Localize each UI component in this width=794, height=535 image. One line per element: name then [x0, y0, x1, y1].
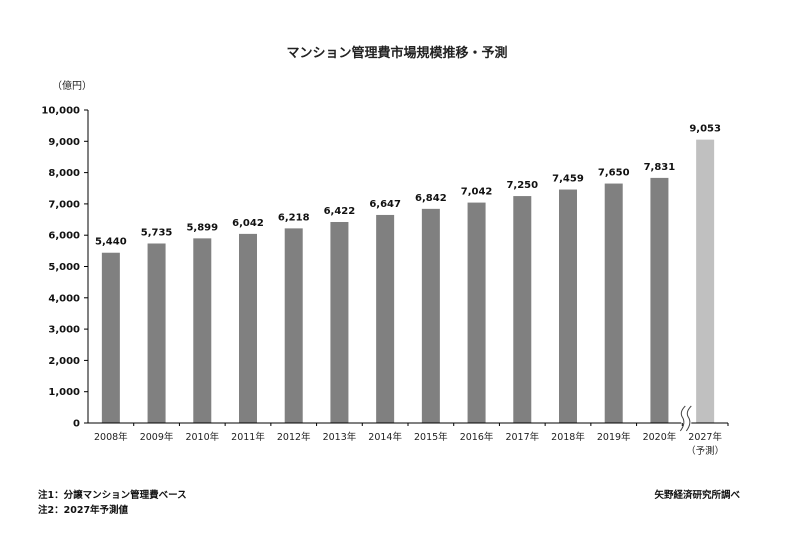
data-label: 9,053 — [689, 124, 721, 135]
bar — [284, 228, 303, 423]
data-label: 7,831 — [644, 162, 676, 173]
bar — [147, 243, 166, 423]
axis-break-stroke — [679, 405, 686, 432]
y-tick-label: 8,000 — [48, 168, 80, 179]
data-label: 7,459 — [552, 174, 584, 185]
data-label: 5,440 — [95, 237, 127, 248]
bar — [421, 208, 440, 423]
bar — [650, 177, 669, 423]
x-tick-note: （予測） — [686, 445, 724, 457]
bar — [239, 233, 257, 423]
y-axis-unit-label: （億円） — [52, 79, 92, 92]
x-tick-label: 2027年 — [688, 431, 722, 443]
data-label: 6,218 — [278, 212, 310, 223]
data-label: 6,842 — [415, 193, 447, 204]
x-tick-label: 2019年 — [597, 431, 631, 443]
x-tick-label: 2015年 — [414, 431, 448, 443]
y-tick-label: 10,000 — [41, 106, 80, 117]
chart-title: マンション管理費市場規模推移・予測 — [286, 45, 507, 61]
bar — [604, 183, 623, 423]
bar-chart: マンション管理費市場規模推移・予測 （億円） 0 1,000 2,000 3,000 4… — [41, 45, 729, 457]
x-tick-label: 2014年 — [368, 431, 402, 443]
x-tick-label: 2011年 — [231, 431, 265, 443]
bar — [513, 196, 532, 423]
y-axis: 0 1,000 2,000 3,000 4,000 5,000 6,000 7,000 8,00… — [41, 106, 89, 430]
x-tick-label: 2010年 — [185, 431, 219, 443]
x-tick-label: 2018年 — [551, 431, 585, 443]
y-tick-label: 6,000 — [48, 231, 80, 242]
footnote-1: 注1：分譲マンション管理費ベース — [38, 490, 187, 501]
y-tick-label: 1,000 — [48, 387, 80, 398]
y-tick-label: 7,000 — [48, 199, 80, 210]
y-tick-label: 5,000 — [48, 262, 80, 273]
x-axis: 2008年 2009年 2010年 2011年 2012年 2013年 2014年 2015年… — [88, 405, 729, 457]
bars: 5,440 5,735 5,899 6,042 6,218 6,422 6,647 6,842… — [95, 124, 721, 423]
y-tick-label: 0 — [73, 419, 80, 430]
x-tick-label: 2020年 — [643, 431, 677, 443]
data-label: 6,042 — [232, 218, 264, 229]
x-tick-label: 2013年 — [323, 431, 357, 443]
bar — [193, 238, 212, 423]
footnote-2: 注2：2027年予測値 — [38, 505, 129, 516]
y-tick-label: 2,000 — [48, 356, 80, 367]
axis-break-stroke — [685, 405, 692, 432]
x-tick-label: 2012年 — [277, 431, 311, 443]
bar — [330, 221, 349, 423]
data-label: 6,422 — [324, 206, 356, 217]
axis-break-mark — [679, 405, 692, 432]
bar — [467, 202, 486, 423]
x-tick-label: 2016年 — [460, 431, 494, 443]
data-label: 5,899 — [186, 222, 218, 233]
data-label: 7,042 — [461, 187, 493, 198]
footnotes: 注1：分譲マンション管理費ベース 注2：2027年予測値 — [38, 488, 187, 518]
y-tick-label: 3,000 — [48, 325, 80, 336]
bar — [696, 139, 715, 423]
data-label: 5,735 — [141, 227, 173, 238]
data-label: 7,250 — [506, 180, 538, 191]
x-tick-label: 2009年 — [140, 431, 174, 443]
y-tick-label: 9,000 — [48, 137, 80, 148]
x-tick-label: 2008年 — [94, 431, 128, 443]
bar — [559, 189, 577, 423]
y-tick-label: 4,000 — [48, 293, 80, 304]
bar — [376, 214, 395, 423]
x-tick-label: 2017年 — [505, 431, 539, 443]
data-label: 6,647 — [369, 199, 401, 210]
data-label: 7,650 — [598, 168, 630, 179]
source-credit: 矢野経済研究所調べ — [654, 490, 740, 501]
bar — [101, 252, 120, 423]
